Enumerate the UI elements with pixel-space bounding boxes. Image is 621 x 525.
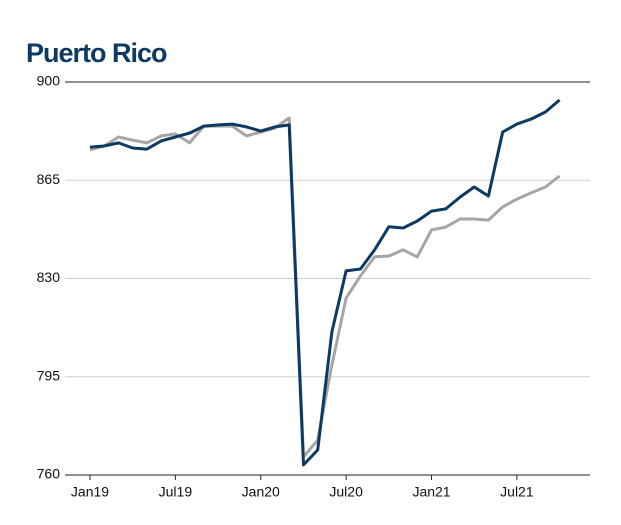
x-tick-label: Jan20 [242, 484, 280, 500]
y-tick-label: 865 [37, 171, 61, 187]
chart-title: Puerto Rico [26, 38, 167, 68]
x-tick-label: Jan19 [71, 484, 109, 500]
series-line [89, 116, 561, 459]
y-tick-label: 760 [37, 466, 61, 482]
y-tick-label: 795 [37, 367, 61, 383]
x-tick-label: Jul21 [500, 484, 534, 500]
series-line [89, 98, 561, 467]
x-tick-label: Jan21 [412, 484, 450, 500]
y-tick-label: 900 [37, 73, 61, 89]
x-tick-label: Jul19 [159, 484, 193, 500]
y-tick-label: 830 [37, 269, 61, 285]
x-tick-label: Jul20 [329, 484, 363, 500]
